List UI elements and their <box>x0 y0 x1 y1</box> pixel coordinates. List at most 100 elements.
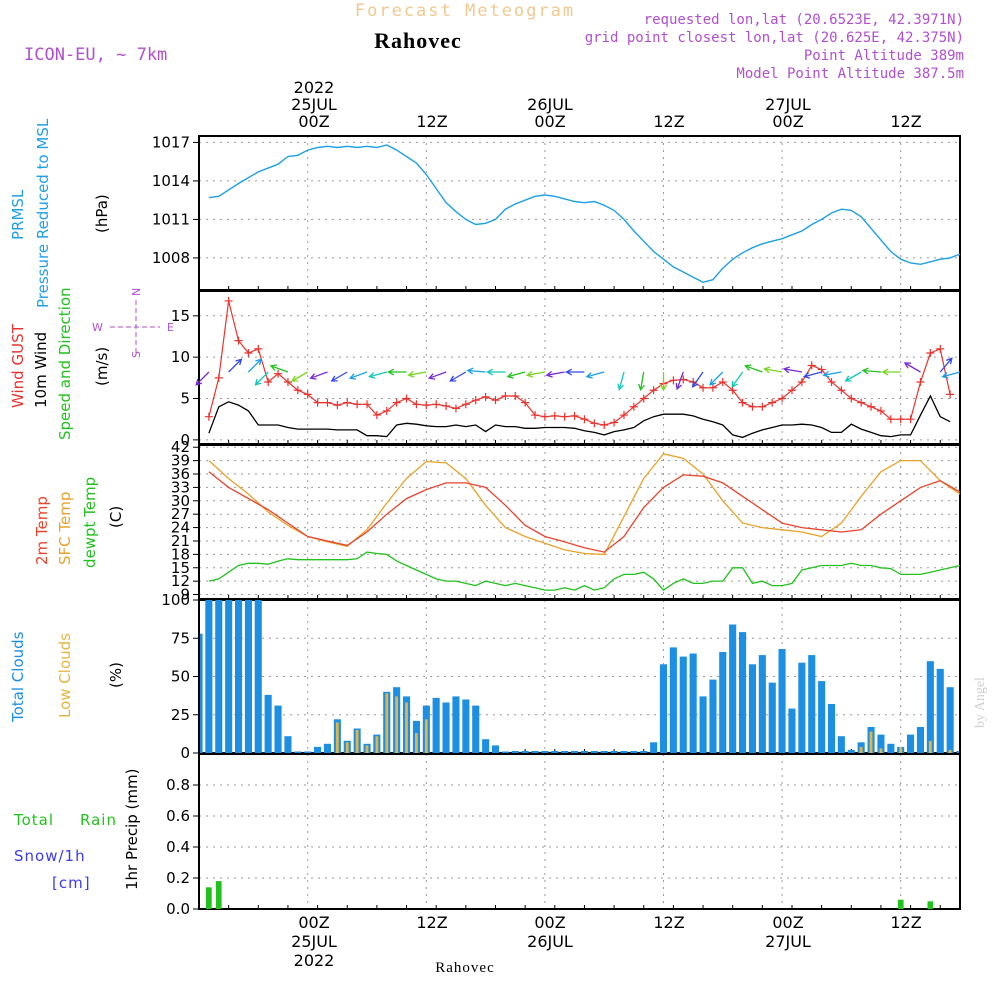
rain-bar-3 <box>927 901 934 910</box>
gust-marker-9 <box>293 386 302 395</box>
requested-coords: requested lon,lat (20.6523E, 42.3971N) <box>644 12 964 28</box>
rain-bar-2 <box>897 899 904 909</box>
top-tick-0: 00Z <box>298 112 329 131</box>
wind-arrow-37 <box>939 357 953 373</box>
prmsl-label: PRMSL <box>9 189 27 240</box>
wind-arrow-3 <box>254 371 269 386</box>
top-tick-4: 00Z <box>772 112 803 131</box>
wind-arrow-35 <box>881 368 901 376</box>
low-cloud-bar-16 <box>355 730 359 753</box>
gust-marker-43 <box>629 402 638 411</box>
total-cloud-bar-46 <box>650 742 658 753</box>
top-date-27jul: 27JUL <box>765 95 811 114</box>
wind-arrow-18 <box>545 370 565 378</box>
ytick-label-2-2: 15 <box>171 559 190 577</box>
total-cloud-bar-10 <box>294 751 302 753</box>
ytick-label-3-3: 75 <box>171 629 190 647</box>
total-cloud-bar-4 <box>235 600 243 753</box>
gust-marker-61 <box>807 361 816 370</box>
wind-10m-label: 10m Wind <box>32 332 50 408</box>
total-cloud-bar-58 <box>768 682 776 753</box>
wind-arrow-17 <box>525 370 546 378</box>
gust-marker-70 <box>896 415 905 424</box>
footer-location: Rahovec <box>435 960 494 976</box>
panel-4: 0.0 0.2 0.4 0.6 0.8 <box>166 753 961 918</box>
ytick-label-2-10: 39 <box>171 452 190 470</box>
wind-arrow-28 <box>744 364 763 373</box>
wind-arrow-8 <box>348 371 368 380</box>
precip-rain-label: Rain <box>80 811 117 829</box>
wind-arrow-21 <box>617 371 625 391</box>
gust-marker-56 <box>758 402 767 411</box>
ytick-label-1-2: 10 <box>171 348 190 366</box>
model-label: ICON-EU, ~ 7km <box>24 45 167 65</box>
gust-marker-2 <box>224 296 233 305</box>
gust-marker-13 <box>333 401 342 410</box>
gust-marker-65 <box>847 394 856 403</box>
low-cloud-bar-69 <box>879 748 883 753</box>
low-cloud-bar-76 <box>948 749 952 753</box>
gust-marker-51 <box>708 383 717 392</box>
gust-marker-34 <box>540 412 549 421</box>
rain-bar-0 <box>206 887 212 909</box>
gust-marker-15 <box>353 400 362 409</box>
gust-marker-41 <box>610 418 619 427</box>
wind-arrow-16 <box>506 371 526 379</box>
total-cloud-bar-76 <box>946 687 954 753</box>
total-cloud-bar-6 <box>254 600 262 753</box>
total-cloud-bar-24 <box>432 697 440 753</box>
low-cloud-bar-14 <box>335 722 339 753</box>
ytick-label-2-5: 24 <box>171 519 190 537</box>
panel-1: 0 5 10 15 <box>171 290 961 449</box>
total-cloud-bar-53 <box>719 652 727 753</box>
panel-frame-3 <box>198 599 961 754</box>
compass-n: N <box>130 288 143 296</box>
ytick-label-0-1: 1011 <box>152 210 190 228</box>
pressure-unit-label: (hPa) <box>93 194 111 233</box>
gust-marker-55 <box>748 402 757 411</box>
low-cloud-bar-21 <box>405 702 408 753</box>
ytick-label-0-3: 1017 <box>152 133 190 151</box>
low-clouds-label: Low Clouds <box>56 633 74 718</box>
total-cloud-bar-28 <box>472 705 480 753</box>
low-cloud-bar-68 <box>869 731 873 753</box>
gust-marker-69 <box>886 415 895 424</box>
wind-arrow-30 <box>782 366 803 374</box>
gust-marker-4 <box>244 349 253 358</box>
ytick-label-2-4: 21 <box>171 532 190 550</box>
rain-bar-1 <box>215 881 222 909</box>
total-cloud-bar-75 <box>936 668 944 753</box>
gust-marker-18 <box>382 406 391 415</box>
wind-arrow-34 <box>861 367 881 375</box>
gust-marker-22 <box>422 401 431 410</box>
total-cloud-bar-26 <box>452 696 460 753</box>
low-cloud-bar-17 <box>365 745 369 753</box>
total-cloud-bar-59 <box>778 649 786 753</box>
ytick-label-1-0: 0 <box>180 431 190 449</box>
gust-marker-52 <box>718 377 727 386</box>
wind-arrow-1 <box>228 358 243 373</box>
ytick-label-4-3: 0.6 <box>166 807 190 825</box>
point-altitude: Point Altitude 389m <box>804 48 964 64</box>
gust-marker-53 <box>728 386 737 395</box>
wind-arrow-24 <box>675 371 684 391</box>
gust-marker-31 <box>511 392 520 401</box>
ytick-label-2-9: 36 <box>171 465 190 483</box>
wind-arrow-2 <box>247 358 263 373</box>
gust-marker-45 <box>649 386 658 395</box>
gust-marker-59 <box>787 386 796 395</box>
wind-arrow-33 <box>844 371 862 382</box>
gust-marker-36 <box>560 412 569 421</box>
gust-marker-47 <box>669 376 678 385</box>
bottom-tick-5: 12Z <box>890 913 921 932</box>
low-cloud-bar-74 <box>928 740 932 753</box>
wind-arrow-12 <box>427 371 447 380</box>
plot-area: 1008101110141017051015912151821242730333… <box>152 133 961 918</box>
panel-frame-4 <box>198 753 961 910</box>
top-tick-2: 00Z <box>534 112 565 131</box>
ytick-label-3-2: 50 <box>171 668 190 686</box>
gust-marker-26 <box>461 400 470 409</box>
temp-2m-label: 2m Temp <box>33 496 51 565</box>
gust-marker-39 <box>590 419 599 428</box>
